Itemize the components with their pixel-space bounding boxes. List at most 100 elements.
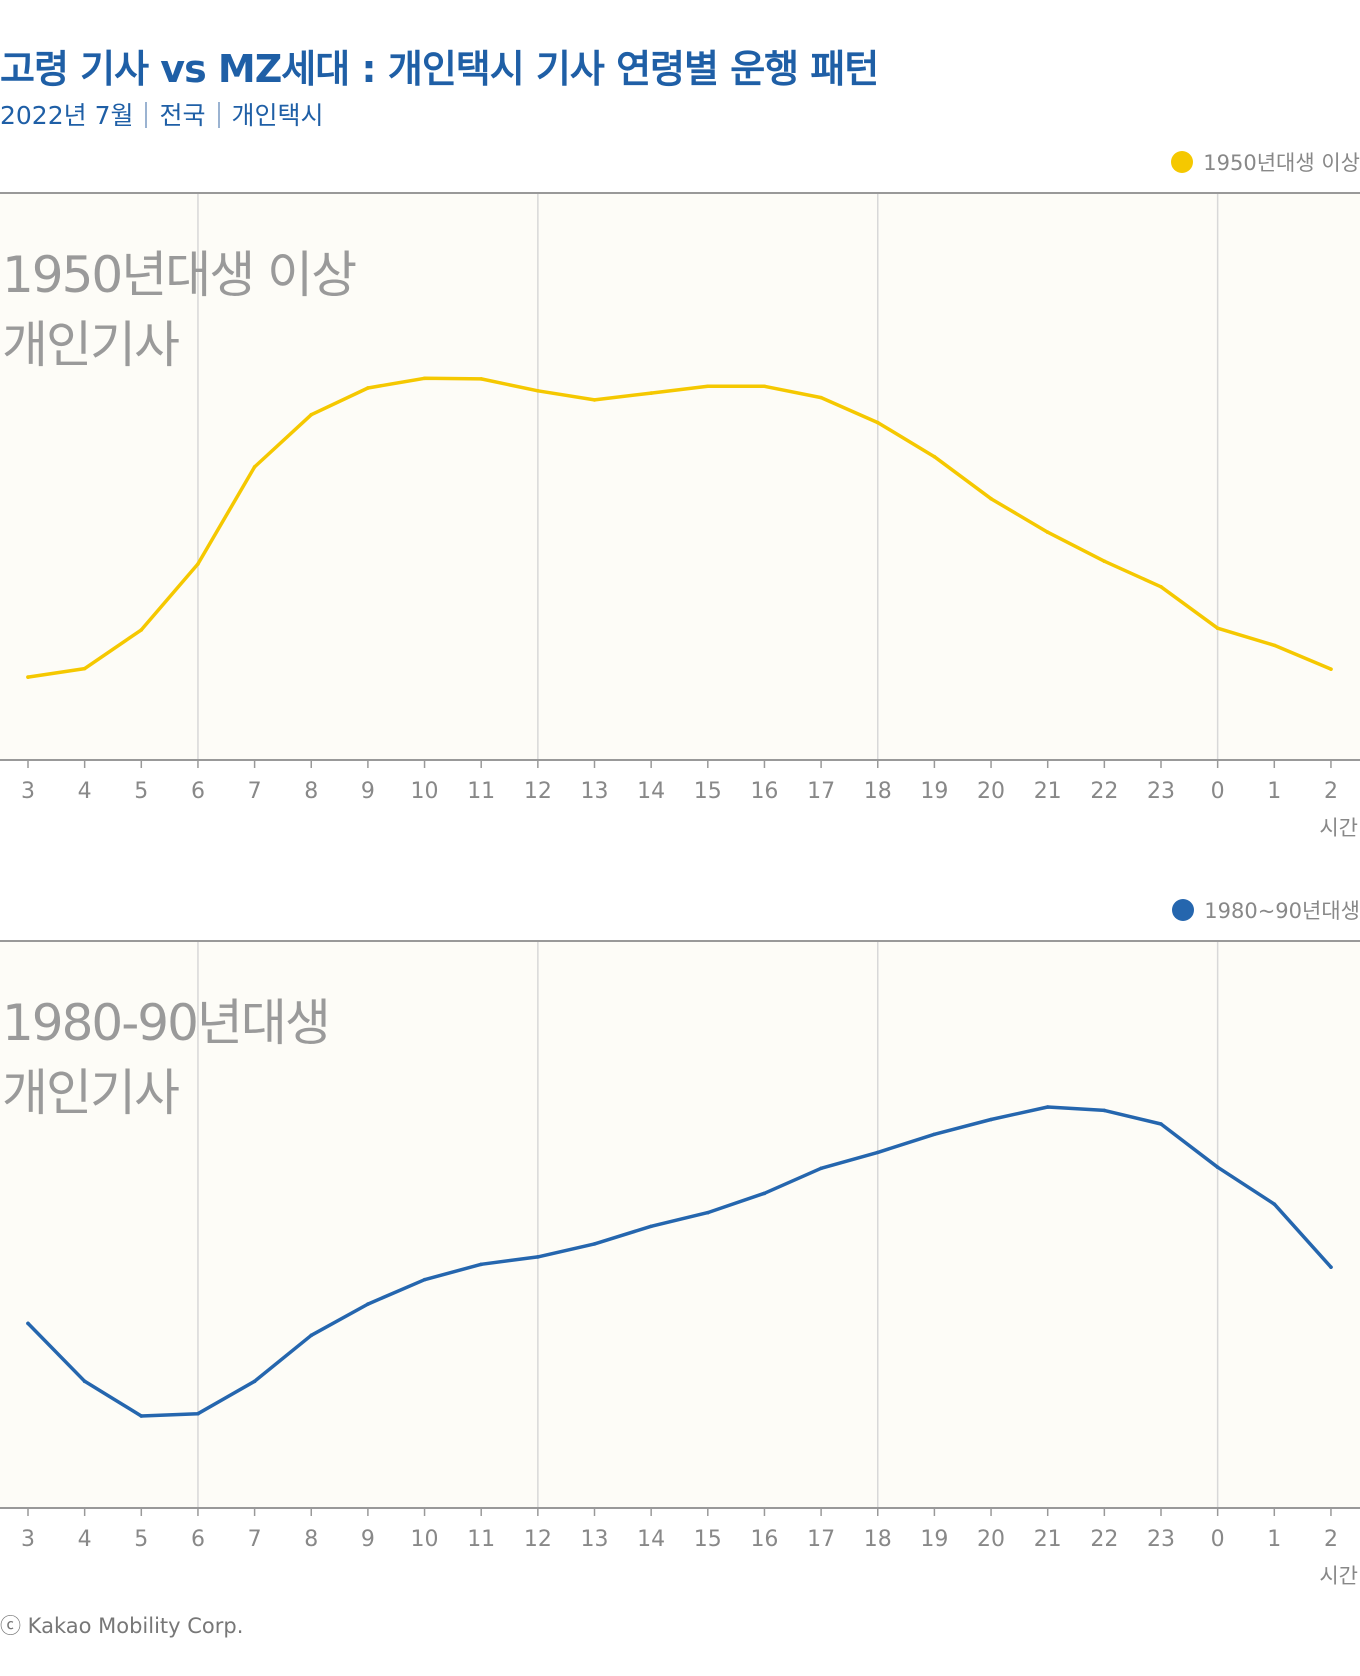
x-tick-label: 15 (694, 779, 722, 804)
data-point (875, 1150, 880, 1155)
x-tick-label: 16 (750, 779, 778, 804)
data-point (1329, 1265, 1333, 1269)
x-tick-label: 19 (920, 1527, 948, 1552)
x-tick-label: 3 (21, 779, 35, 804)
chart-overlay-label: 1980-90년대생 (2, 994, 329, 1052)
data-point (309, 1333, 314, 1338)
data-point (1045, 1105, 1050, 1109)
x-tick-label: 20 (977, 779, 1005, 804)
x-tick-label: 13 (581, 779, 609, 804)
chart-1950s: 3 4 5 6 7 8 9 10 11 12 13 14 15 16 17 18 19 20 21 22 23 0 1 2 시간… (0, 192, 1360, 852)
data-point (536, 389, 540, 393)
subtitle-date: 2022년 7월 (0, 101, 134, 130)
x-tick-label: 8 (304, 1527, 318, 1552)
x-tick-label: 9 (361, 779, 375, 804)
data-point (649, 1224, 653, 1229)
chart-title: 고령 기사 vs MZ세대 : 개인택시 기사 연령별 운행 패턴 (0, 47, 879, 91)
legend-1950s: 1950년대생 이상 (1171, 147, 1360, 177)
data-point (196, 1411, 200, 1416)
x-tick-label: 2 (1324, 779, 1338, 804)
x-tick-label: 4 (78, 779, 92, 804)
chart-subtitle: 2022년 7월 전국 개인택시 (0, 96, 324, 132)
x-tick-label: 11 (467, 1527, 495, 1552)
x-tick-label: 2 (1324, 1527, 1338, 1552)
subtitle-region: 전국 (159, 101, 206, 130)
subtitle-separator (217, 102, 220, 128)
x-tick-label: 9 (361, 1527, 375, 1552)
data-point (252, 1379, 257, 1384)
subtitle-type: 개인택시 (231, 101, 324, 130)
data-point (82, 666, 87, 671)
data-point (479, 1262, 484, 1267)
x-tick-label: 17 (807, 779, 835, 804)
chart-svg: 3 4 5 6 7 8 9 10 11 12 13 14 15 16 17 18 19 20 21 22 23 0 1 2시간… (0, 940, 1360, 1588)
chart-1980s: 3 4 5 6 7 8 9 10 11 12 13 14 15 16 17 18 19 20 21 22 23 0 1 2 시간… (0, 940, 1360, 1600)
data-point (819, 1166, 823, 1171)
legend-dot-icon (1171, 151, 1194, 173)
data-point (26, 675, 30, 679)
data-point (1272, 1202, 1277, 1206)
chart-overlay-label: 개인기사 (2, 316, 179, 374)
x-tick-label: 1 (1267, 1527, 1281, 1552)
data-point (592, 398, 597, 402)
x-tick-label: 12 (524, 779, 552, 804)
series-line (26, 376, 1333, 679)
data-point (26, 1321, 30, 1326)
data-point (139, 1414, 144, 1418)
x-tick-label: 7 (248, 1527, 262, 1552)
data-point (422, 376, 427, 381)
data-point (706, 1210, 710, 1215)
data-point (366, 1302, 370, 1306)
data-point (139, 628, 144, 632)
x-tick-label: 15 (694, 1527, 722, 1552)
data-point (422, 1277, 427, 1282)
data-point (82, 1379, 87, 1384)
data-point (1159, 1122, 1163, 1126)
x-tick-label: 18 (864, 1527, 892, 1552)
x-axis-label: 시간 (1319, 816, 1358, 840)
x-tick-label: 14 (637, 779, 665, 804)
plot-background (0, 192, 1360, 760)
data-point (1215, 626, 1220, 631)
x-tick-label: 10 (411, 779, 439, 804)
copyright-footer: ⓒ Kakao Mobility Corp. (0, 1614, 244, 1638)
plot-background (0, 940, 1360, 1508)
x-tick-label: 0 (1211, 779, 1225, 804)
data-point (762, 384, 767, 389)
data-point (536, 1255, 540, 1259)
subtitle-separator (145, 102, 148, 128)
data-point (1102, 1108, 1107, 1113)
data-point (1159, 584, 1163, 589)
x-tick-label: 6 (191, 779, 205, 804)
data-point (309, 412, 314, 417)
x-tick-label: 5 (134, 779, 148, 804)
x-tick-label: 22 (1090, 779, 1118, 804)
x-tick-label: 16 (750, 1527, 778, 1552)
x-tick-label: 23 (1147, 779, 1175, 804)
x-tick-label: 11 (467, 779, 495, 804)
data-point (252, 465, 257, 469)
x-tick-label: 1 (1267, 779, 1281, 804)
x-tick-label: 22 (1090, 1527, 1118, 1552)
data-point (479, 377, 484, 381)
data-point (1329, 667, 1333, 671)
data-point (932, 454, 937, 459)
data-point (196, 562, 200, 566)
legend-label-1950s: 1950년대생 이상 (1203, 151, 1360, 175)
x-tick-label: 20 (977, 1527, 1005, 1552)
x-tick-label: 3 (21, 1527, 35, 1552)
data-point (932, 1132, 937, 1137)
data-point (1045, 530, 1050, 535)
x-tick-label: 12 (524, 1527, 552, 1552)
x-tick-label: 0 (1211, 1527, 1225, 1552)
x-axis-label: 시간 (1319, 1564, 1358, 1588)
data-point (1272, 643, 1277, 648)
x-tick-label: 8 (304, 779, 318, 804)
legend-label-1980s: 1980~90년대생 (1204, 899, 1360, 923)
data-point (819, 395, 823, 400)
x-tick-label: 10 (411, 1527, 439, 1552)
series-line (26, 1105, 1333, 1418)
x-tick-label: 18 (864, 779, 892, 804)
x-tick-label: 19 (920, 779, 948, 804)
data-point (1102, 559, 1107, 563)
